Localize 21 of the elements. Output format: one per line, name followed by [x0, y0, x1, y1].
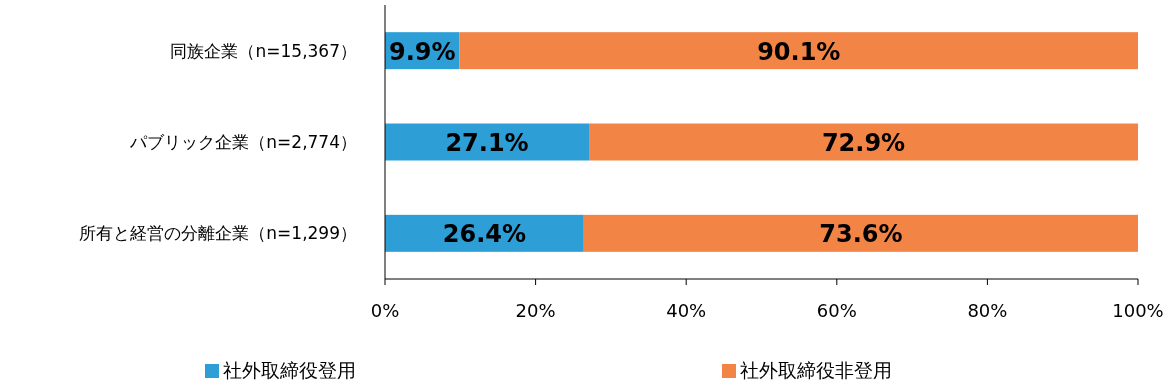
x-tick-label: 100%	[1112, 300, 1164, 321]
x-tick-label: 60%	[816, 300, 857, 321]
data-label: 26.4%	[442, 220, 527, 249]
y-tick-label: 所有と経営の分離企業（n=1,299）	[79, 223, 357, 244]
x-tick-label: 40%	[666, 300, 707, 321]
data-label: 27.1%	[445, 129, 529, 157]
y-tick-label: 同族企業（n=15,367）	[170, 40, 357, 61]
legend-label: 社外取締役非登用	[740, 359, 892, 381]
y-tick-label: パブリック企業（n=2,774）	[129, 132, 357, 152]
x-tick-label: 20%	[515, 300, 556, 321]
x-tick-label: 80%	[967, 300, 1008, 321]
bar	[459, 32, 1138, 70]
bar	[385, 123, 590, 161]
bar	[589, 123, 1138, 161]
data-label: 90.1%	[757, 37, 841, 66]
legend-label: 社外取締役登用	[223, 359, 356, 381]
data-label: 72.9%	[821, 129, 906, 157]
data-label: 9.9%	[388, 37, 456, 66]
x-tick-label: 0%	[370, 300, 400, 321]
bar	[583, 214, 1138, 252]
data-label: 73.6%	[819, 220, 903, 249]
